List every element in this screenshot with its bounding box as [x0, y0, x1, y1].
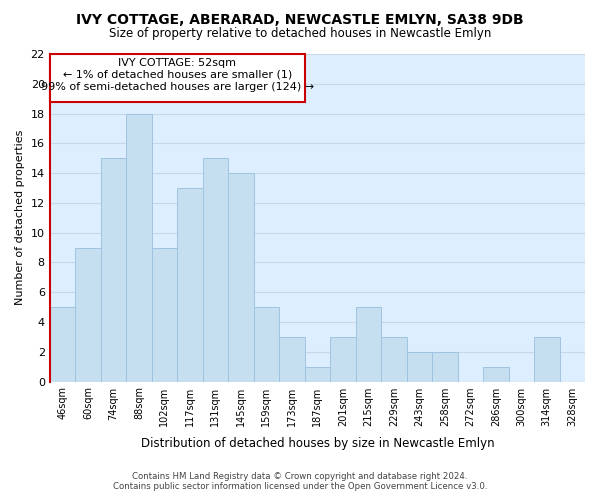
Bar	[101, 158, 126, 382]
Text: IVY COTTAGE, ABERARAD, NEWCASTLE EMLYN, SA38 9DB: IVY COTTAGE, ABERARAD, NEWCASTLE EMLYN, …	[76, 12, 524, 26]
FancyBboxPatch shape	[50, 54, 305, 102]
Bar	[152, 248, 177, 382]
Bar	[381, 337, 407, 382]
Bar	[330, 337, 356, 382]
Bar	[305, 366, 330, 382]
Bar	[177, 188, 203, 382]
Bar	[279, 337, 305, 382]
Text: Size of property relative to detached houses in Newcastle Emlyn: Size of property relative to detached ho…	[109, 28, 491, 40]
Text: Contains HM Land Registry data © Crown copyright and database right 2024.
Contai: Contains HM Land Registry data © Crown c…	[113, 472, 487, 491]
Bar	[126, 114, 152, 382]
Y-axis label: Number of detached properties: Number of detached properties	[15, 130, 25, 306]
Bar	[203, 158, 228, 382]
Bar	[228, 173, 254, 382]
Text: IVY COTTAGE: 52sqm: IVY COTTAGE: 52sqm	[118, 58, 236, 68]
Text: ← 1% of detached houses are smaller (1): ← 1% of detached houses are smaller (1)	[62, 70, 292, 80]
Bar	[534, 337, 560, 382]
Bar	[50, 307, 75, 382]
Bar	[254, 307, 279, 382]
Text: 99% of semi-detached houses are larger (124) →: 99% of semi-detached houses are larger (…	[41, 82, 314, 92]
Bar	[483, 366, 509, 382]
Bar	[356, 307, 381, 382]
Bar	[75, 248, 101, 382]
Bar	[407, 352, 432, 382]
X-axis label: Distribution of detached houses by size in Newcastle Emlyn: Distribution of detached houses by size …	[140, 437, 494, 450]
Bar	[432, 352, 458, 382]
